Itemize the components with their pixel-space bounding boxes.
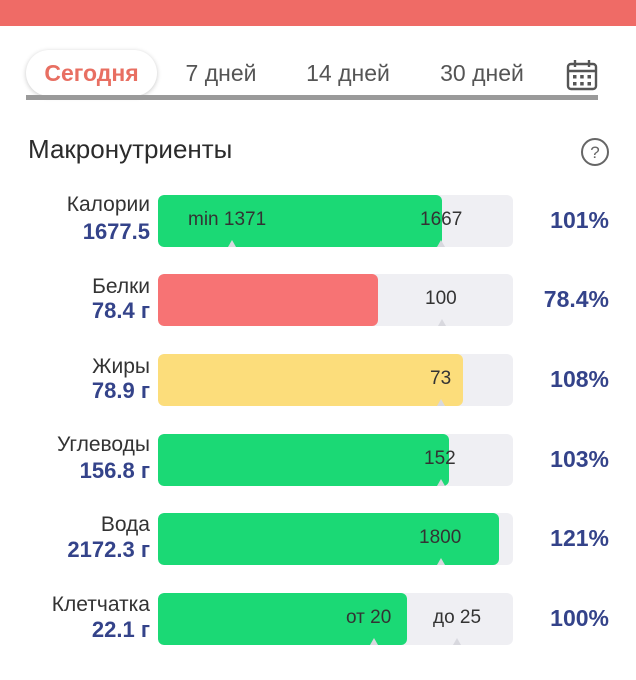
progress-track: min 1371 1667 [158,195,513,247]
percent-value: 108% [550,366,609,392]
help-circle-icon[interactable]: ? [580,137,610,167]
tab-today[interactable]: Сегодня [26,50,157,96]
percent-value: 103% [550,446,609,472]
percent-value: 101% [550,207,609,233]
max-marker-tick [453,638,461,645]
target-marker-tick [437,240,445,247]
progress-track: 100 [158,274,513,326]
progress-track: 1800 [158,513,513,565]
nutrient-label: Вода [100,513,150,536]
target-marker-label: 73 [430,368,452,389]
min-marker-label: min 1371 [188,209,267,230]
calendar-icon[interactable] [566,59,598,91]
progress-fill [158,434,450,486]
max-marker-label: до 25 [433,607,482,628]
section-title: Макронутриенты [28,134,233,164]
svg-text:?: ? [590,143,599,162]
target-marker-label: 1800 [419,527,462,548]
target-marker-label: 152 [424,448,456,469]
min-marker-tick [370,638,378,645]
tab-14-days[interactable]: 14 дней [306,60,390,86]
macro-row-fat: Жиры 78.9 г 73 108% [0,354,636,410]
tab-7-days[interactable]: 7 дней [185,60,257,86]
target-marker-tick [437,558,445,565]
progress-fill [158,354,464,406]
macro-row-carbs: Углеводы 156.8 г 152 103% [0,433,636,490]
nutrient-label: Углеводы [56,433,150,456]
nutrient-value: 22.1 г [91,617,150,642]
target-marker-label: 100 [425,288,457,309]
nutrient-label: Белки [92,275,150,298]
percent-value: 100% [550,605,609,631]
top-app-bar [0,0,636,26]
tab-30-days[interactable]: 30 дней [440,60,524,86]
nutrient-label: Клетчатка [51,593,150,616]
nutrient-value: 1677.5 [82,219,150,244]
nutrient-value: 156.8 г [79,458,150,483]
macro-row-fiber: Клетчатка 22.1 г от 20 до 25 100% [0,593,636,649]
progress-fill [158,593,407,645]
progress-fill [158,513,499,565]
progress-track: 73 [158,354,513,406]
target-marker-label: 1667 [420,209,463,230]
nutrient-label: Калории [66,193,150,216]
nutrient-value: 78.4 г [91,298,150,323]
tabs-underline [26,95,598,100]
target-marker-tick [437,479,445,486]
min-marker-tick [228,240,236,247]
nutrient-value: 2172.3 г [67,537,150,562]
macro-row-water: Вода 2172.3 г 1800 121% [0,513,636,569]
target-marker-tick [437,399,445,406]
progress-fill [158,274,379,326]
percent-value: 78.4% [543,286,609,312]
period-tabs: Сегодня 7 дней 14 дней 30 дней [26,50,598,100]
progress-track: от 20 до 25 [158,593,513,645]
progress-track: 152 [158,434,513,486]
progress-fill [158,195,442,247]
nutrient-label: Жиры [92,355,150,378]
percent-value: 121% [550,525,609,551]
macro-row-calories: Калории 1677.5 min 1371 1667 101% [0,193,636,251]
target-marker-tick [438,319,446,326]
nutrient-value: 78.9 г [91,378,150,403]
macro-row-protein: Белки 78.4 г 100 78.4% [0,274,636,330]
min-marker-label: от 20 [346,607,392,628]
